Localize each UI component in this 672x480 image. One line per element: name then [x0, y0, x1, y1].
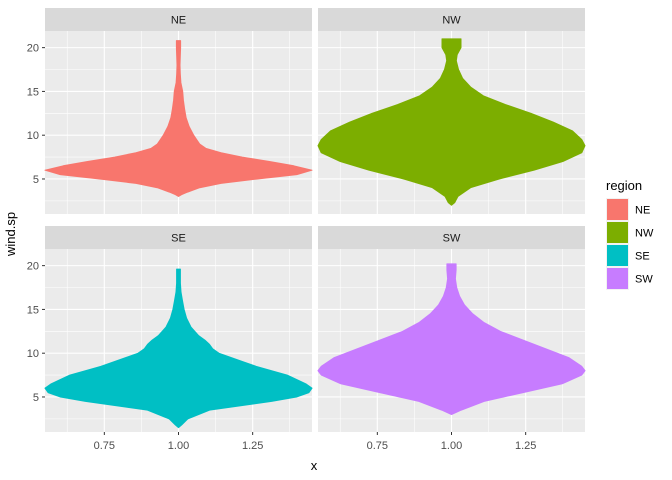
y-axis-title: wind.sp: [3, 212, 18, 257]
legend-label-ne: NE: [635, 205, 650, 217]
legend-swatch-se: [607, 245, 628, 266]
y-tick-label: 20: [27, 43, 39, 55]
facet-panel-se: SE: [44, 226, 313, 432]
facet-strip-label: NE: [171, 15, 186, 27]
legend-swatch-sw: [607, 268, 628, 289]
x-tick-label: 1.25: [515, 440, 536, 452]
legend-title: region: [606, 178, 642, 193]
axes: 5 10 15 20 5 10 15 20 0.75 1.00 1.25 0.75 1.00 1.25: [27, 43, 537, 452]
y-tick-label: 10: [27, 130, 39, 142]
facet-strip: [318, 226, 585, 249]
legend-swatch-ne: [607, 199, 628, 220]
facet-strip: [45, 226, 312, 249]
facet-panel-sw: SW: [317, 226, 586, 432]
violin-nw: [317, 38, 586, 206]
legend-label-nw: NW: [635, 228, 654, 240]
violin-se: [44, 268, 313, 429]
violin-ne: [44, 40, 313, 197]
facet-panel-ne: NE: [44, 8, 313, 214]
y-tick-label: 15: [27, 86, 39, 98]
x-tick-label: 1.25: [242, 440, 263, 452]
legend: region NE NW SE SW: [606, 178, 654, 290]
x-tick-label: 1.00: [168, 440, 189, 452]
x-axis-title: x: [311, 458, 318, 473]
legend-label-se: SE: [635, 251, 650, 263]
y-tick-label: 15: [27, 304, 39, 316]
facet-strip: [318, 8, 585, 31]
y-tick-label: 5: [33, 174, 39, 186]
facet-strip-label: NW: [442, 15, 461, 27]
y-tick-label: 5: [33, 392, 39, 404]
facet-strip-label: SW: [443, 233, 461, 245]
x-tick-label: 1.00: [441, 440, 462, 452]
legend-swatch-nw: [607, 222, 628, 243]
x-tick-label: 0.75: [367, 440, 388, 452]
x-tick-label: 0.75: [94, 440, 115, 452]
violin-sw: [317, 263, 586, 415]
facet-strip-label: SE: [171, 233, 186, 245]
facet-grid: NE NW SE SW: [44, 8, 586, 432]
facet-panel-nw: NW: [317, 8, 586, 214]
y-tick-label: 20: [27, 261, 39, 273]
facet-strip: [45, 8, 312, 31]
y-tick-label: 10: [27, 348, 39, 360]
legend-label-sw: SW: [635, 274, 653, 286]
